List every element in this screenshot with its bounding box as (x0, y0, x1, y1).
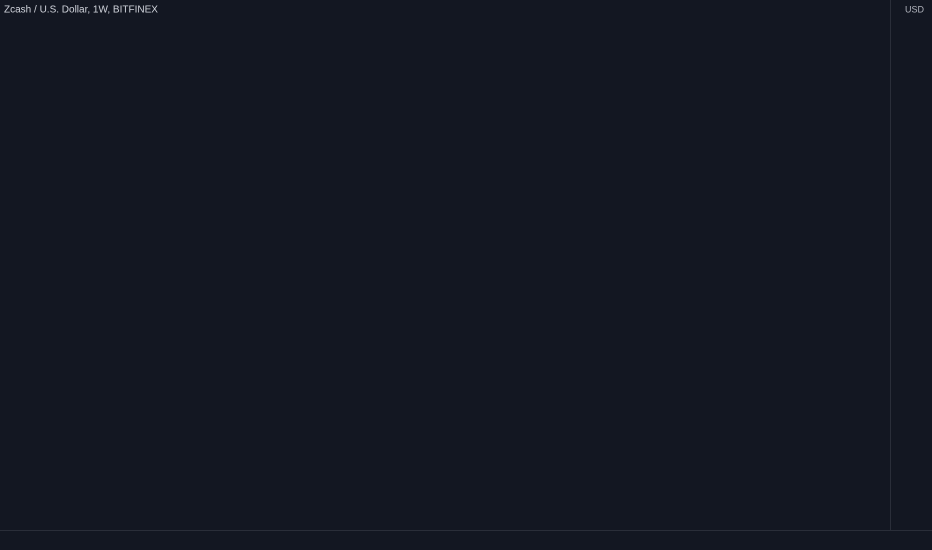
chart-title: Zcash / U.S. Dollar, 1W, BITFINEX (4, 5, 158, 16)
currency-label: USD (905, 4, 925, 14)
